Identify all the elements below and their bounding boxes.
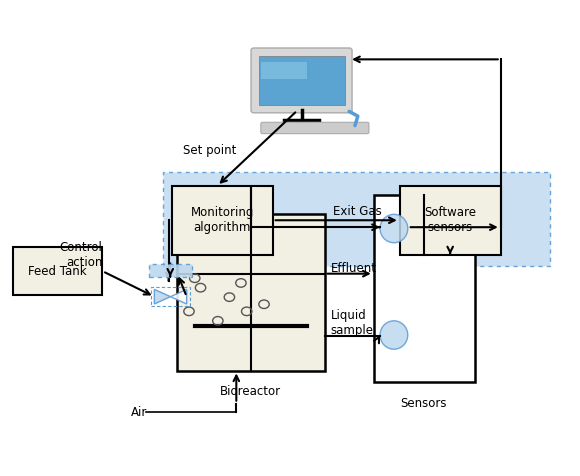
- FancyBboxPatch shape: [172, 186, 273, 255]
- Ellipse shape: [380, 321, 408, 349]
- Text: Air: Air: [131, 406, 148, 419]
- Text: Effluent: Effluent: [331, 262, 376, 275]
- FancyBboxPatch shape: [13, 248, 103, 295]
- Text: Liquid
sample: Liquid sample: [331, 309, 374, 337]
- FancyBboxPatch shape: [251, 48, 352, 113]
- Text: Software
sensors: Software sensors: [424, 206, 476, 234]
- FancyBboxPatch shape: [374, 196, 474, 382]
- FancyBboxPatch shape: [177, 214, 325, 370]
- Text: Sensors: Sensors: [401, 397, 447, 409]
- Text: Feed Tank: Feed Tank: [28, 265, 87, 278]
- FancyBboxPatch shape: [163, 172, 550, 267]
- Text: Exit Gas: Exit Gas: [334, 206, 382, 218]
- Text: Bioreactor: Bioreactor: [220, 385, 281, 398]
- Ellipse shape: [380, 214, 408, 243]
- Text: Set point: Set point: [183, 144, 237, 157]
- Text: Monitoring
algorithm: Monitoring algorithm: [190, 206, 254, 234]
- FancyBboxPatch shape: [400, 186, 501, 255]
- FancyBboxPatch shape: [261, 122, 369, 134]
- Polygon shape: [154, 289, 171, 304]
- Polygon shape: [171, 289, 187, 304]
- FancyBboxPatch shape: [262, 62, 307, 79]
- Text: Control
action: Control action: [60, 240, 103, 268]
- FancyBboxPatch shape: [259, 56, 345, 105]
- FancyBboxPatch shape: [148, 264, 192, 277]
